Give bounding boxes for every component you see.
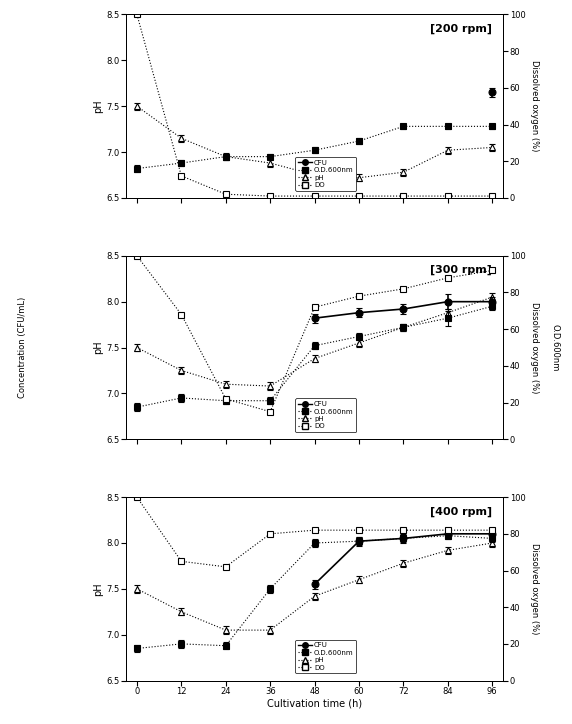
- Text: [400 rpm]: [400 rpm]: [430, 506, 492, 517]
- Y-axis label: Dissolved oxygen (%): Dissolved oxygen (%): [530, 543, 539, 634]
- Legend: CFU, O.D.600nm, pH, DO: CFU, O.D.600nm, pH, DO: [295, 157, 356, 190]
- Text: Concentration (CFU/mL): Concentration (CFU/mL): [18, 297, 27, 398]
- Legend: CFU, O.D.600nm, pH, DO: CFU, O.D.600nm, pH, DO: [295, 640, 356, 673]
- Y-axis label: pH: pH: [94, 582, 104, 596]
- Y-axis label: Dissolved oxygen (%): Dissolved oxygen (%): [530, 61, 539, 152]
- Text: [300 rpm]: [300 rpm]: [430, 265, 492, 275]
- X-axis label: Cultivation time (h): Cultivation time (h): [267, 699, 362, 709]
- Y-axis label: pH: pH: [94, 99, 104, 113]
- Y-axis label: pH: pH: [94, 341, 104, 354]
- Legend: CFU, O.D.600nm, pH, DO: CFU, O.D.600nm, pH, DO: [295, 398, 356, 432]
- Text: O.D.600nm: O.D.600nm: [550, 324, 559, 371]
- Y-axis label: Dissolved oxygen (%): Dissolved oxygen (%): [530, 302, 539, 393]
- Text: [200 rpm]: [200 rpm]: [430, 24, 492, 34]
